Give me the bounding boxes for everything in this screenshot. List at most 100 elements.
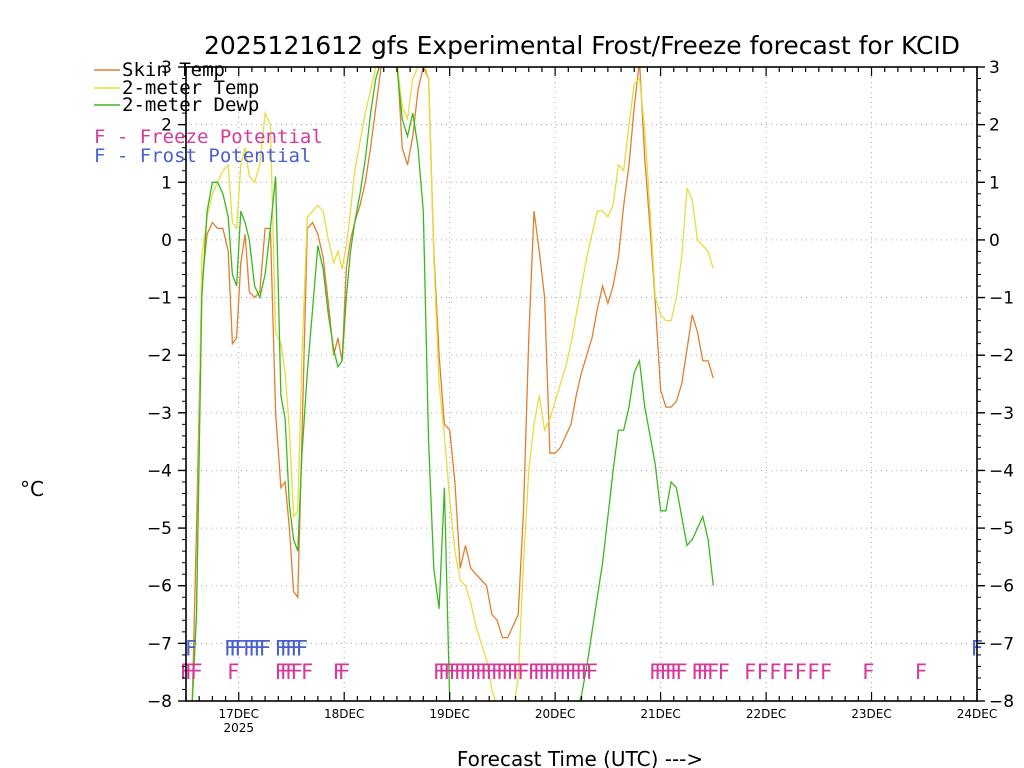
freeze-potential-marker: F (862, 660, 874, 684)
freeze-potential-marker: F (820, 660, 832, 684)
freeze-potential-marker: F (517, 660, 529, 684)
frost-potential-marker: F (254, 636, 266, 660)
freeze-potential-marker: F (807, 660, 819, 684)
freeze-potential-marker: F (570, 660, 582, 684)
y-tick-label-left: 0 (161, 231, 172, 251)
freeze-potential-marker: F (507, 660, 519, 684)
x-tick-label: 18DEC (324, 707, 364, 721)
freeze-potential-marker: F (795, 660, 807, 684)
x-tick-label: 17DEC (218, 707, 258, 721)
y-tick-label-right: −7 (989, 634, 1014, 654)
freeze-potential-marker: F (565, 660, 577, 684)
y-axis-label: °C (20, 477, 44, 501)
frost-potential-marker: F (230, 636, 242, 660)
freeze-potential-marker: F (338, 660, 350, 684)
legend: Skin Temp 2-meter Temp 2-meter Dewp F - … (94, 59, 323, 167)
legend-label-2m-temp: 2-meter Temp (122, 77, 259, 99)
chart-title: 2025121612 gfs Experimental Frost/Freeze… (204, 31, 960, 60)
freeze-potential-marker: F (481, 660, 493, 684)
series-line-skin-temp (191, 67, 714, 701)
freeze-potential-marker: F (702, 660, 714, 684)
legend-label-freeze-potential: F - Freeze Potential (94, 126, 323, 148)
y-tick-label-left: −3 (147, 404, 172, 424)
freeze-potential-marker: F (915, 660, 927, 684)
freeze-potential-marker: F (649, 660, 661, 684)
frost-potential-marker: F (224, 636, 236, 660)
freeze-potential-marker: F (496, 660, 508, 684)
freeze-potential-marker: F (291, 660, 303, 684)
x-tick-label: 23DEC (851, 707, 891, 721)
freeze-potential-marker: F (560, 660, 572, 684)
freeze-potential-marker: F (454, 660, 466, 684)
frost-potential-marker: F (235, 636, 247, 660)
frost-potential-marker: F (296, 636, 308, 660)
freeze-potential-marker: F (586, 660, 598, 684)
x-tick-label: 21DEC (640, 707, 680, 721)
freeze-potential-marker: F (280, 660, 292, 684)
freeze-potential-marker: F (665, 660, 677, 684)
freeze-potential-marker: F (470, 660, 482, 684)
frost-potential-marker: F (185, 636, 197, 660)
y-tick-label-right: −3 (989, 404, 1014, 424)
freeze-potential-marker: F (502, 660, 514, 684)
freeze-potential-marker: F (475, 660, 487, 684)
y-tick-label-right: −2 (989, 346, 1014, 366)
freeze-potential-marker: F (660, 660, 672, 684)
legend-label-2m-dewp: 2-meter Dewp (122, 94, 259, 116)
y-tick-label-right: 3 (989, 58, 1000, 78)
y-tick-label-left: −5 (147, 519, 172, 539)
freeze-potential-marker: F (544, 660, 556, 684)
x-tick-label: 22DEC (746, 707, 786, 721)
freeze-potential-marker: F (512, 660, 524, 684)
y-tick-label-left: 3 (161, 58, 172, 78)
freeze-potential-marker: F (670, 660, 682, 684)
y-tick-label-left: −4 (147, 461, 172, 481)
freeze-potential-marker: F (185, 660, 197, 684)
y-tick-label-right: −1 (989, 289, 1014, 309)
y-tick-label-left: 1 (161, 173, 172, 193)
y-tick-label-left: −1 (147, 289, 172, 309)
y-tick-label-right: 1 (989, 173, 1000, 193)
x-tick-label: 19DEC (429, 707, 469, 721)
series-line-2m-temp (191, 67, 714, 701)
freeze-potential-marker: F (491, 660, 503, 684)
freeze-potential-marker: F (655, 660, 667, 684)
frost-potential-marker: F (291, 636, 303, 660)
freeze-potential-marker: F (676, 660, 688, 684)
series-lines (191, 67, 714, 701)
freeze-potential-marker: F (190, 660, 202, 684)
frost-potential-marker: F (243, 636, 255, 660)
freeze-potential-marker: F (539, 660, 551, 684)
freeze-potential-marker: F (757, 660, 769, 684)
freeze-potential-marker: F (449, 660, 461, 684)
y-tick-label-right: −4 (989, 461, 1014, 481)
freeze-potential-marker: F (285, 660, 297, 684)
legend-label-skin-temp: Skin Temp (122, 59, 225, 81)
freeze-potential-marker: F (718, 660, 730, 684)
freeze-potential-marker: F (486, 660, 498, 684)
y-axis: −8 −8 −7 −7 −6 −6 −5 −5 −4 −4 −3 −3 −2 −2 −1 −1 0 0 1 1 2 2 3 3 (147, 58, 1014, 712)
freeze-potential-marker: F (549, 660, 561, 684)
frost-potential-marker: F (285, 636, 297, 660)
freeze-potential-marker: F (533, 660, 545, 684)
freeze-potential-marker: F (782, 660, 794, 684)
freeze-potential-marker: F (691, 660, 703, 684)
y-tick-label-right: −6 (989, 577, 1014, 597)
frost-potential-marker: F (259, 636, 271, 660)
freeze-potential-marker: F (459, 660, 471, 684)
y-tick-label-left: −7 (147, 634, 172, 654)
freeze-potential-marker: F (554, 660, 566, 684)
freeze-potential-marker: F (465, 660, 477, 684)
freeze-potential-marker: F (227, 660, 239, 684)
freeze-potential-marker: F (707, 660, 719, 684)
x-tick-label: 24DEC (957, 707, 997, 721)
freeze-potential-marker: F (444, 660, 456, 684)
freeze-potential-marker: F (433, 660, 445, 684)
frost-potential-marker: F (249, 636, 261, 660)
frost-potential-marker: F (275, 636, 287, 660)
freeze-potential-marker: F (275, 660, 287, 684)
freeze-potential-marker: F (438, 660, 450, 684)
